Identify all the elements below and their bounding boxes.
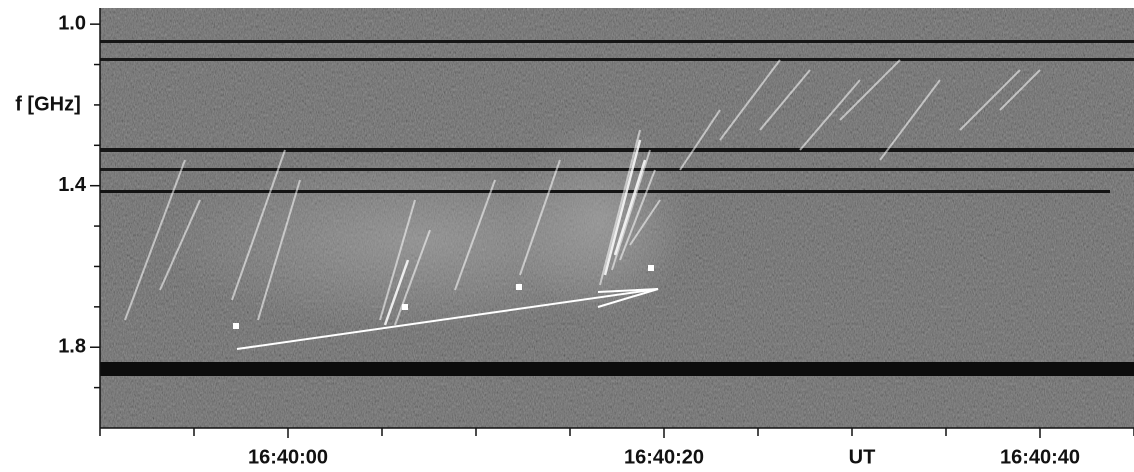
y-tick-label: 1.0 bbox=[58, 12, 86, 34]
spectrogram-image bbox=[100, 8, 1134, 428]
x-tick-label: 16:40:20 bbox=[624, 446, 704, 468]
y-tick-label: 1.8 bbox=[58, 336, 86, 358]
y-axis-label: f [GHz] bbox=[15, 93, 81, 115]
y-tick-label: 1.4 bbox=[58, 174, 87, 196]
x-tick-label: 16:40:40 bbox=[1000, 446, 1080, 468]
x-axis-label: UT bbox=[849, 446, 876, 468]
x-tick-label: 16:40:00 bbox=[248, 446, 328, 468]
